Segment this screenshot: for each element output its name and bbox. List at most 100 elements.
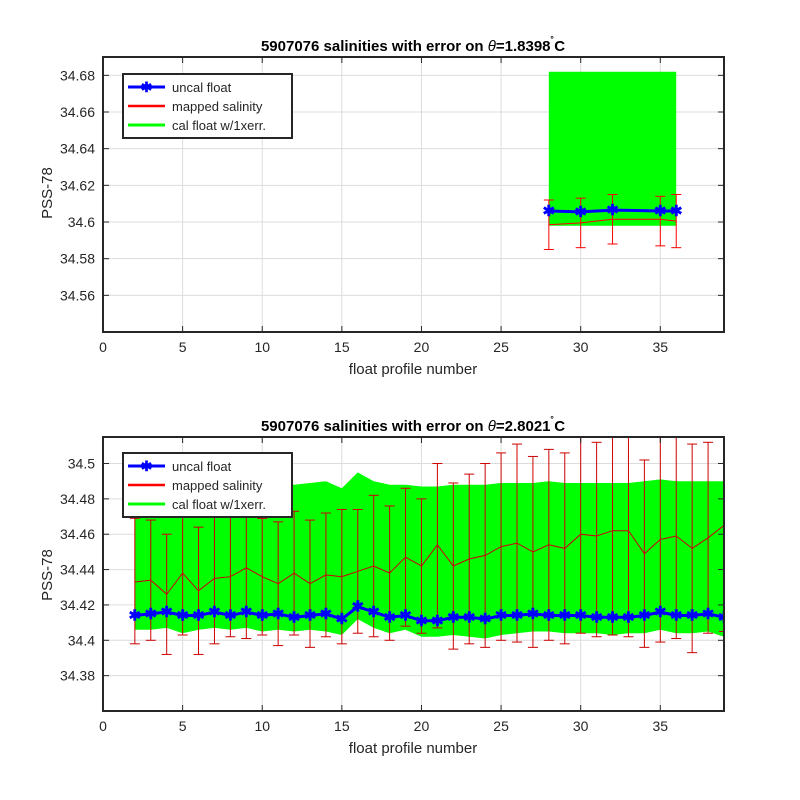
chart-top: 5907076 salinities with error on θ=1.839… bbox=[39, 36, 725, 378]
x-tick-label: 15 bbox=[334, 718, 350, 734]
data-layer: ✱ ✱ ✱ ✱ ✱ bbox=[543, 71, 683, 250]
y-tick-label: 34.46 bbox=[60, 526, 95, 542]
uncal-float-point: ✱ bbox=[240, 604, 253, 621]
uncal-float-point: ✱ bbox=[272, 606, 285, 623]
y-tick-label: 34.62 bbox=[60, 177, 95, 193]
mapped-salinity-error-bar bbox=[305, 519, 315, 648]
chart-bottom-x-ticks: 0 5 10 15 20 25 30 35 bbox=[99, 437, 668, 734]
uncal-float-point: ✱ bbox=[447, 609, 460, 626]
uncal-float-point: ✱ bbox=[638, 608, 651, 625]
uncal-float-point: ✱ bbox=[543, 203, 556, 220]
uncal-float-point: ✱ bbox=[288, 609, 301, 626]
x-tick-label: 0 bbox=[99, 718, 107, 734]
x-tick-label: 10 bbox=[254, 339, 270, 355]
uncal-float-point: ✱ bbox=[654, 604, 667, 621]
mapped-salinity-error-bar bbox=[687, 443, 698, 654]
chart-top-x-ticks: 0 5 10 15 20 25 30 35 bbox=[99, 57, 668, 355]
x-tick-label: 20 bbox=[414, 339, 430, 355]
y-tick-label: 34.56 bbox=[60, 287, 95, 303]
y-tick-label: 34.64 bbox=[60, 141, 95, 157]
mapped-salinity-error-bar bbox=[623, 437, 634, 638]
x-tick-label: 35 bbox=[653, 718, 669, 734]
mapped-salinity-error-bar bbox=[145, 519, 156, 641]
x-tick-label: 30 bbox=[573, 339, 589, 355]
uncal-float-point: ✱ bbox=[431, 613, 444, 630]
uncal-float-point: ✱ bbox=[495, 608, 508, 625]
chart-bottom-title: 5907076 salinities with error on θ=2.802… bbox=[261, 416, 565, 435]
uncal-float-point: ✱ bbox=[224, 608, 237, 625]
uncal-float-point: ✱ bbox=[511, 608, 524, 625]
y-tick-label: 34.44 bbox=[60, 562, 95, 578]
y-tick-label: 34.38 bbox=[60, 668, 95, 684]
uncal-float-point: ✱ bbox=[590, 609, 603, 626]
mapped-salinity-error-bar bbox=[416, 498, 427, 634]
mapped-salinity-error-bar bbox=[703, 441, 714, 634]
uncal-float-point: ✱ bbox=[399, 608, 412, 625]
mapped-salinity-error-bar bbox=[496, 452, 507, 641]
chart-top-x-axis-label: float profile number bbox=[349, 361, 477, 378]
uncal-float-point: ✱ bbox=[304, 608, 317, 625]
y-tick-label: 34.68 bbox=[60, 67, 95, 83]
chart-top-title: 5907076 salinities with error on θ=1.839… bbox=[261, 36, 565, 55]
mapped-salinity-error-bar bbox=[193, 526, 204, 655]
uncal-float-point: ✱ bbox=[606, 202, 619, 219]
uncal-float-point: ✱ bbox=[606, 609, 619, 626]
uncal-float-point: ✱ bbox=[336, 611, 349, 628]
y-tick-label: 34.58 bbox=[60, 251, 95, 267]
y-tick-label: 34.4 bbox=[68, 632, 95, 648]
legend-label-uncal-float: uncal float bbox=[172, 80, 232, 95]
mapped-salinity-error-bar bbox=[543, 448, 554, 641]
x-tick-label: 25 bbox=[493, 339, 509, 355]
x-tick-label: 30 bbox=[573, 718, 589, 734]
uncal-float-point: ✱ bbox=[463, 609, 476, 626]
x-tick-label: 5 bbox=[179, 718, 187, 734]
mapped-salinity-error-bar bbox=[719, 437, 724, 632]
uncal-float-point: ✱ bbox=[144, 606, 157, 623]
mapped-salinity-error-bar bbox=[575, 197, 586, 249]
y-tick-label: 34.5 bbox=[68, 456, 95, 472]
chart-bottom-y-axis-label: PSS-78 bbox=[39, 549, 56, 601]
mapped-salinity-error-bar bbox=[336, 508, 347, 645]
uncal-float-point: ✱ bbox=[320, 606, 333, 623]
uncal-float-point: ✱ bbox=[160, 604, 173, 621]
y-tick-label: 34.42 bbox=[60, 597, 95, 613]
axes-frame bbox=[102, 56, 725, 333]
uncal-float-point: ✱ bbox=[256, 608, 269, 625]
uncal-float-line bbox=[134, 605, 724, 623]
uncal-float-point: ✱ bbox=[670, 608, 683, 625]
mapped-salinity-error-bar bbox=[320, 512, 331, 638]
x-tick-label: 5 bbox=[179, 339, 187, 355]
mapped-salinity-error-bar bbox=[591, 441, 602, 638]
legend-label-mapped-salinity: mapped salinity bbox=[172, 99, 263, 114]
uncal-float-point: ✱ bbox=[702, 606, 715, 623]
mapped-salinity-error-bar bbox=[575, 437, 586, 634]
mapped-salinity-error-bar bbox=[607, 194, 618, 245]
mapped-salinity-error-bar bbox=[512, 443, 522, 643]
mapped-salinity-error-bar bbox=[527, 455, 538, 648]
uncal-float-point: ✱ bbox=[670, 203, 683, 220]
uncal-float-point: ✱ bbox=[686, 608, 699, 625]
x-tick-label: 25 bbox=[493, 718, 509, 734]
mapped-salinity-error-bar bbox=[671, 437, 682, 640]
mapped-salinity-error-bar bbox=[655, 195, 666, 247]
chart-top-y-axis-label: PSS-78 bbox=[39, 167, 56, 219]
x-tick-label: 10 bbox=[254, 718, 270, 734]
uncal-float-point: ✱ bbox=[543, 608, 556, 625]
y-tick-label: 34.48 bbox=[60, 491, 95, 507]
x-tick-label: 20 bbox=[414, 718, 430, 734]
uncal-float-point: ✱ bbox=[367, 604, 380, 621]
mapped-salinity-error-bar bbox=[448, 482, 459, 650]
mapped-salinity-error-bar bbox=[464, 473, 475, 645]
axes-frame bbox=[102, 436, 725, 712]
mapped-salinity-error-bar bbox=[480, 463, 491, 648]
uncal-float-point: ✱ bbox=[129, 608, 142, 625]
mapped-salinity-error-bar bbox=[607, 437, 618, 636]
uncal-float-point: ✱ bbox=[574, 204, 587, 221]
legend-marker-uncal-float: ✱ bbox=[141, 458, 153, 474]
legend-label-mapped-salinity: mapped salinity bbox=[172, 478, 263, 493]
uncal-float-point: ✱ bbox=[415, 613, 428, 630]
uncal-float-line bbox=[548, 208, 677, 214]
chart-bottom-y-ticks: 34.38 34.4 34.42 34.44 34.46 34.48 34.5 bbox=[60, 456, 724, 684]
mapped-salinity-error-bar bbox=[352, 508, 363, 634]
